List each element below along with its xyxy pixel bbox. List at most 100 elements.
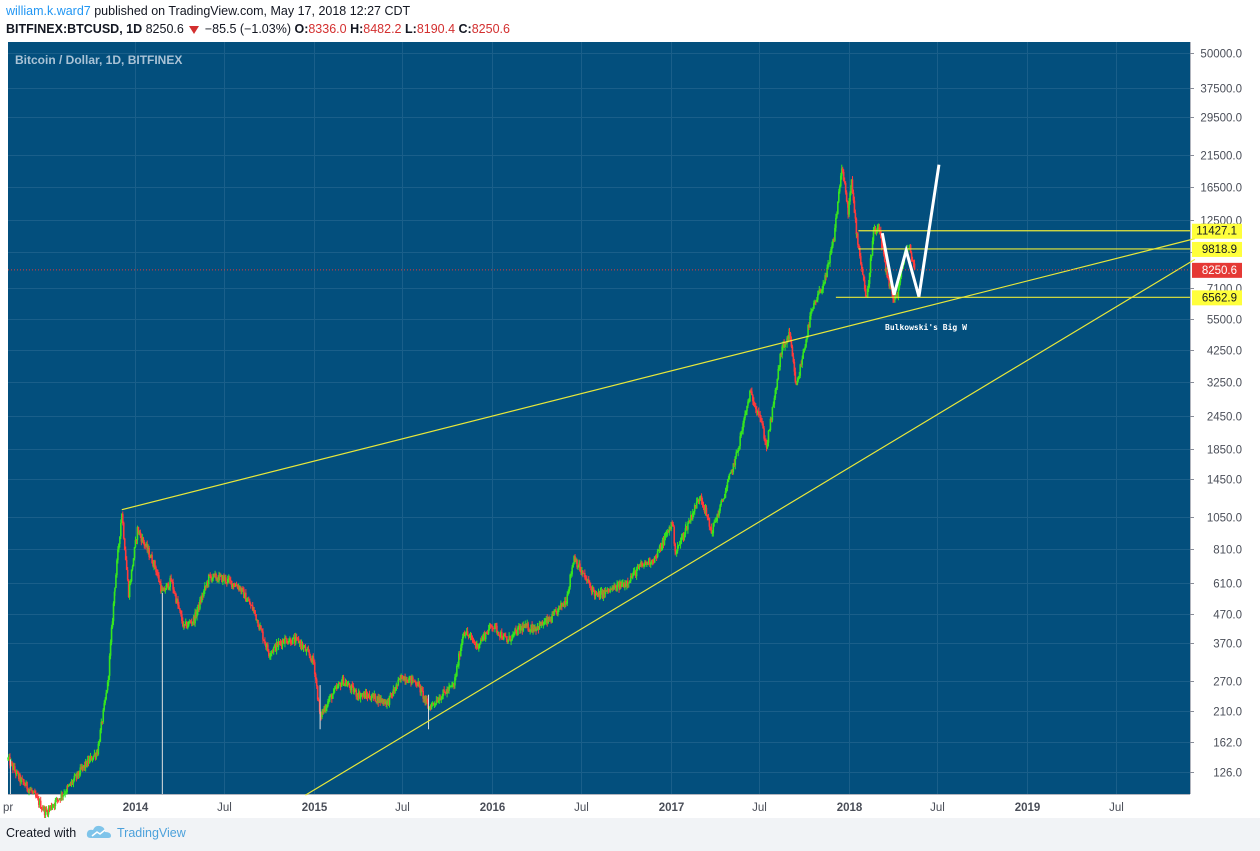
candle-body <box>825 275 827 278</box>
candle-body <box>219 574 221 577</box>
candle-body <box>149 557 151 559</box>
candle-body <box>48 808 51 810</box>
candle-body <box>767 430 770 443</box>
candle-body <box>236 586 239 589</box>
candle-body <box>64 793 66 795</box>
candle-body <box>59 798 62 800</box>
candle-body <box>701 501 704 505</box>
candle-body <box>133 547 136 559</box>
tradingview-cloud-icon <box>86 825 111 838</box>
candle-body <box>471 637 474 641</box>
candle-body <box>456 665 458 676</box>
price-chart[interactable]: 50000.037500.029500.021500.016500.012500… <box>0 42 1260 818</box>
created-with-text: Created with <box>6 826 77 840</box>
candle-body <box>424 696 426 702</box>
candle-body <box>608 590 611 592</box>
candle-body <box>627 582 630 585</box>
candle-body <box>103 703 106 710</box>
candle-body <box>520 626 523 628</box>
candle-body <box>322 711 324 713</box>
candle-body <box>491 625 493 628</box>
candle-body <box>215 573 217 580</box>
candle-body <box>258 626 260 629</box>
candle-body <box>752 395 754 402</box>
candle-body <box>361 694 364 696</box>
candle-body <box>687 523 689 530</box>
candle-body <box>285 637 287 639</box>
candle-body <box>873 228 876 231</box>
candle-body <box>15 771 18 775</box>
candle-body <box>547 616 550 624</box>
published-text: published on TradingView.com, May 17, 20… <box>94 4 411 18</box>
candle-body <box>667 530 670 533</box>
candle-body <box>683 534 686 538</box>
candle-body <box>158 575 160 582</box>
candle-body <box>187 621 190 626</box>
candle-body <box>618 582 620 589</box>
candle-body <box>473 642 476 644</box>
candle-body <box>763 428 765 439</box>
last-price-text: 8250.6 <box>145 22 184 36</box>
candle-body <box>345 682 348 687</box>
candle-body <box>656 550 659 557</box>
candle-body <box>202 595 204 597</box>
candle-body <box>39 800 42 809</box>
candle-body <box>705 507 708 516</box>
candle-body <box>343 683 346 686</box>
candle-body <box>152 563 154 567</box>
username-link[interactable]: william.k.ward7 <box>6 4 91 18</box>
candle-body <box>526 623 529 626</box>
tradingview-brand-link[interactable]: TradingView <box>117 826 186 840</box>
candle-body <box>830 249 832 255</box>
candle-body <box>743 418 745 424</box>
candle-body <box>423 696 425 699</box>
candle-body <box>704 507 707 512</box>
candle-body <box>777 368 780 380</box>
candle-body <box>570 574 572 576</box>
candle-body <box>145 543 148 546</box>
candle-body <box>247 600 250 602</box>
candle-body <box>362 693 365 696</box>
candle-body <box>370 698 373 700</box>
candle-body <box>529 629 531 632</box>
candle-body <box>908 245 911 249</box>
left-margin <box>0 42 8 794</box>
candle-body <box>470 635 473 638</box>
candle-body <box>304 646 307 652</box>
candle-body <box>646 562 648 565</box>
price-tick-label: 610.0 <box>1213 579 1242 591</box>
candle-body <box>168 587 170 589</box>
candle-body <box>686 525 688 530</box>
candle-body <box>170 578 172 582</box>
candle-body <box>549 619 551 621</box>
candle-body <box>620 582 622 588</box>
candle-body <box>658 546 661 550</box>
candle-body <box>66 786 69 788</box>
candle-body <box>163 587 166 592</box>
candle-body <box>502 634 505 640</box>
price-tick-label: 1850.0 <box>1207 445 1242 457</box>
candle-body <box>675 551 678 555</box>
candle-body <box>872 230 875 241</box>
candle-body <box>563 604 565 606</box>
candle-body <box>514 629 516 633</box>
candle-body <box>457 665 459 667</box>
candle-body <box>99 729 102 742</box>
candle-body <box>151 555 153 564</box>
candle-body <box>329 696 331 700</box>
candle-body <box>190 622 193 624</box>
candle-body <box>738 446 740 449</box>
candle-body <box>591 587 594 593</box>
candle-body <box>671 522 674 525</box>
candle-body <box>407 682 409 684</box>
candle-body <box>661 540 664 547</box>
candle-body <box>412 677 414 682</box>
candle-body <box>679 540 682 545</box>
candle-body <box>401 675 403 679</box>
candle-body <box>436 700 439 703</box>
candle-body <box>227 577 230 580</box>
candle-body <box>648 558 650 565</box>
candle-body <box>281 640 284 646</box>
candle-body <box>493 628 495 630</box>
price-tick-label: 810.0 <box>1213 545 1242 557</box>
